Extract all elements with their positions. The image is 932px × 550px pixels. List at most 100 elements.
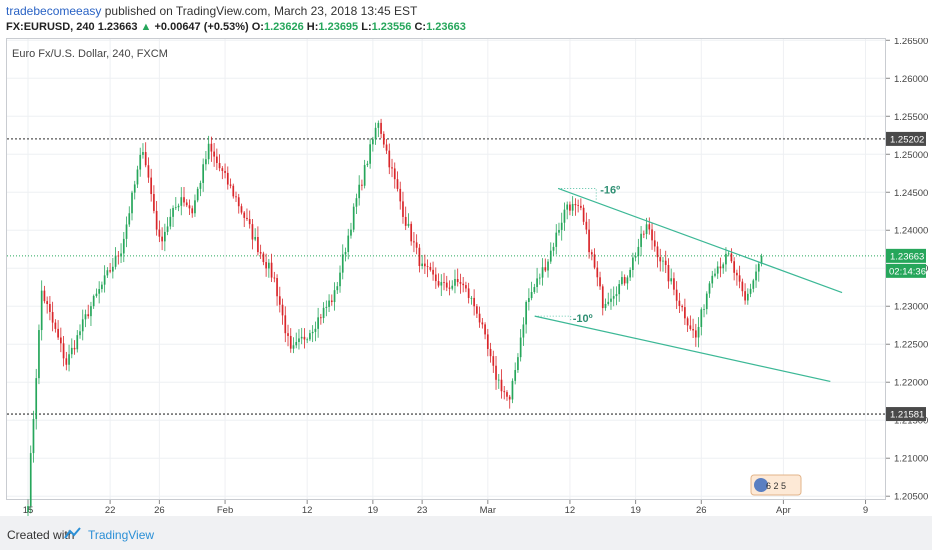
- candle-body: [738, 275, 741, 282]
- candle-body: [81, 319, 84, 332]
- price-chart[interactable]: -16º -10º Euro Fx/U.S. Dollar, 240, FXCM…: [6, 36, 928, 521]
- candle-body: [585, 221, 588, 230]
- candle-body: [76, 335, 79, 350]
- close-label: C:: [414, 21, 427, 33]
- candle-body: [205, 159, 207, 165]
- candle-body: [473, 297, 475, 307]
- candle-body: [188, 205, 191, 209]
- candle-body: [235, 196, 237, 198]
- candle-body: [681, 305, 683, 308]
- candle-body: [755, 271, 757, 281]
- candle-body: [560, 222, 563, 230]
- y-tick-label: 1.21000: [894, 454, 928, 465]
- candle-body: [467, 288, 470, 298]
- candle-body: [443, 282, 445, 283]
- events-badge[interactable]: 6 2 5: [750, 474, 802, 496]
- candle-body: [511, 380, 514, 400]
- candle-body: [57, 328, 59, 338]
- chart-area[interactable]: -16º -10º Euro Fx/U.S. Dollar, 240, FXCM…: [6, 36, 928, 521]
- level-label: 1.21581: [890, 410, 924, 421]
- candle-body: [117, 255, 120, 257]
- candle-body: [470, 297, 473, 299]
- candle-body: [237, 197, 240, 207]
- last-price: 1.23663: [97, 21, 138, 33]
- candle-body: [700, 309, 703, 327]
- candle-body: [656, 246, 659, 258]
- candle-body: [454, 278, 456, 286]
- candle-body: [289, 335, 292, 349]
- candle-body: [566, 204, 569, 210]
- change-arrow-icon: ▲: [140, 21, 152, 33]
- candle-body: [32, 418, 35, 454]
- candle-body: [492, 356, 495, 366]
- upper-trendline[interactable]: [557, 187, 843, 294]
- candle-body: [328, 300, 330, 307]
- candle-body: [716, 266, 719, 274]
- lower-trendline[interactable]: [534, 315, 831, 383]
- candle-body: [752, 280, 755, 289]
- candle-body: [528, 298, 530, 302]
- open-label: O:: [251, 21, 264, 33]
- candle-body: [133, 184, 136, 193]
- candle-body: [150, 177, 153, 195]
- candle-body: [708, 283, 711, 294]
- created-with-text: Created with: [7, 528, 75, 542]
- candle-body: [180, 197, 183, 206]
- time-axis[interactable]: 15 22 26 Feb 12 19 23 Mar 12 19 26 Apr 9: [23, 500, 868, 516]
- candle-body: [218, 163, 221, 169]
- candle-body: [623, 277, 626, 284]
- candle-body: [54, 322, 57, 329]
- candle-body: [339, 272, 341, 287]
- candle-body: [350, 229, 352, 236]
- candle-body: [164, 231, 166, 242]
- candle-body: [300, 336, 303, 339]
- candle-body: [51, 311, 54, 323]
- candle-body: [352, 206, 355, 230]
- x-tick-label: 9: [863, 505, 868, 516]
- candle-body: [254, 237, 257, 240]
- candle-body: [462, 283, 465, 286]
- candle-body: [265, 262, 267, 269]
- candle-body: [514, 370, 517, 381]
- candle-body: [49, 304, 51, 312]
- candle-body: [604, 304, 607, 309]
- candle-body: [451, 285, 454, 289]
- candle-body: [544, 267, 547, 271]
- candle-body: [229, 184, 232, 186]
- horizontal-levels: [7, 138, 886, 415]
- candle-body: [396, 179, 399, 189]
- y-tick-label: 1.25500: [894, 112, 928, 123]
- candle-body: [287, 333, 289, 336]
- x-tick-label: 12: [565, 505, 576, 516]
- candle-body: [508, 396, 511, 400]
- candle-body: [481, 322, 484, 325]
- candle-body: [503, 391, 506, 393]
- candle-body: [98, 289, 101, 294]
- candle-body: [533, 287, 536, 292]
- price-axis[interactable]: 1.26500 1.26000 1.25500 1.25000 1.24500 1.240…: [886, 36, 928, 503]
- candle-body: [664, 260, 667, 266]
- candle-body: [547, 261, 549, 271]
- candle-body: [251, 224, 254, 240]
- low-label: L:: [361, 21, 372, 33]
- author-link[interactable]: tradebecomeeasy: [6, 4, 102, 18]
- candle-body: [645, 224, 648, 235]
- candle-body: [459, 282, 462, 284]
- x-tick-label: 22: [105, 505, 116, 516]
- candle-body: [736, 272, 738, 276]
- candle-body: [582, 207, 585, 222]
- candle-body: [648, 224, 651, 230]
- high-label: H:: [306, 21, 319, 33]
- candle-body: [240, 206, 243, 213]
- candle-body: [128, 213, 131, 225]
- candle-body: [273, 277, 276, 279]
- candle-body: [70, 347, 73, 355]
- high-value: 1.23695: [318, 21, 359, 33]
- angle-label-upper: -16º: [600, 184, 620, 196]
- x-tick-label: 15: [23, 505, 34, 516]
- candle-body: [248, 219, 251, 225]
- tradingview-brand-link[interactable]: TradingView: [88, 528, 155, 542]
- candle-body: [500, 379, 503, 392]
- chart-title: Euro Fx/U.S. Dollar, 240, FXCM: [12, 48, 168, 60]
- candle-body: [147, 165, 150, 178]
